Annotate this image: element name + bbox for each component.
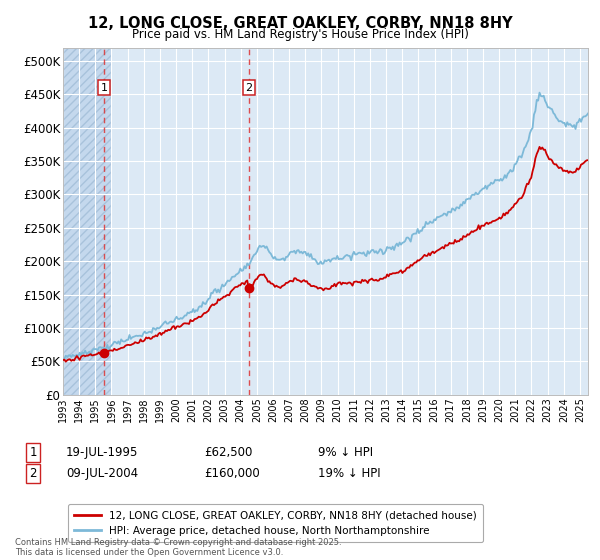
Text: Contains HM Land Registry data © Crown copyright and database right 2025.
This d: Contains HM Land Registry data © Crown c… bbox=[15, 538, 341, 557]
Text: 19-JUL-1995: 19-JUL-1995 bbox=[66, 446, 139, 459]
Bar bbox=[63, 48, 112, 395]
Legend: 12, LONG CLOSE, GREAT OAKLEY, CORBY, NN18 8HY (detached house), HPI: Average pri: 12, LONG CLOSE, GREAT OAKLEY, CORBY, NN1… bbox=[68, 504, 483, 542]
Text: £62,500: £62,500 bbox=[204, 446, 253, 459]
Text: 2: 2 bbox=[29, 466, 37, 480]
Text: 9% ↓ HPI: 9% ↓ HPI bbox=[318, 446, 373, 459]
Text: 12, LONG CLOSE, GREAT OAKLEY, CORBY, NN18 8HY: 12, LONG CLOSE, GREAT OAKLEY, CORBY, NN1… bbox=[88, 16, 512, 31]
Text: Price paid vs. HM Land Registry's House Price Index (HPI): Price paid vs. HM Land Registry's House … bbox=[131, 28, 469, 41]
Text: 2: 2 bbox=[245, 83, 253, 92]
Text: 1: 1 bbox=[29, 446, 37, 459]
Text: £160,000: £160,000 bbox=[204, 466, 260, 480]
Text: 1: 1 bbox=[101, 83, 107, 92]
Text: 19% ↓ HPI: 19% ↓ HPI bbox=[318, 466, 380, 480]
Text: 09-JUL-2004: 09-JUL-2004 bbox=[66, 466, 138, 480]
